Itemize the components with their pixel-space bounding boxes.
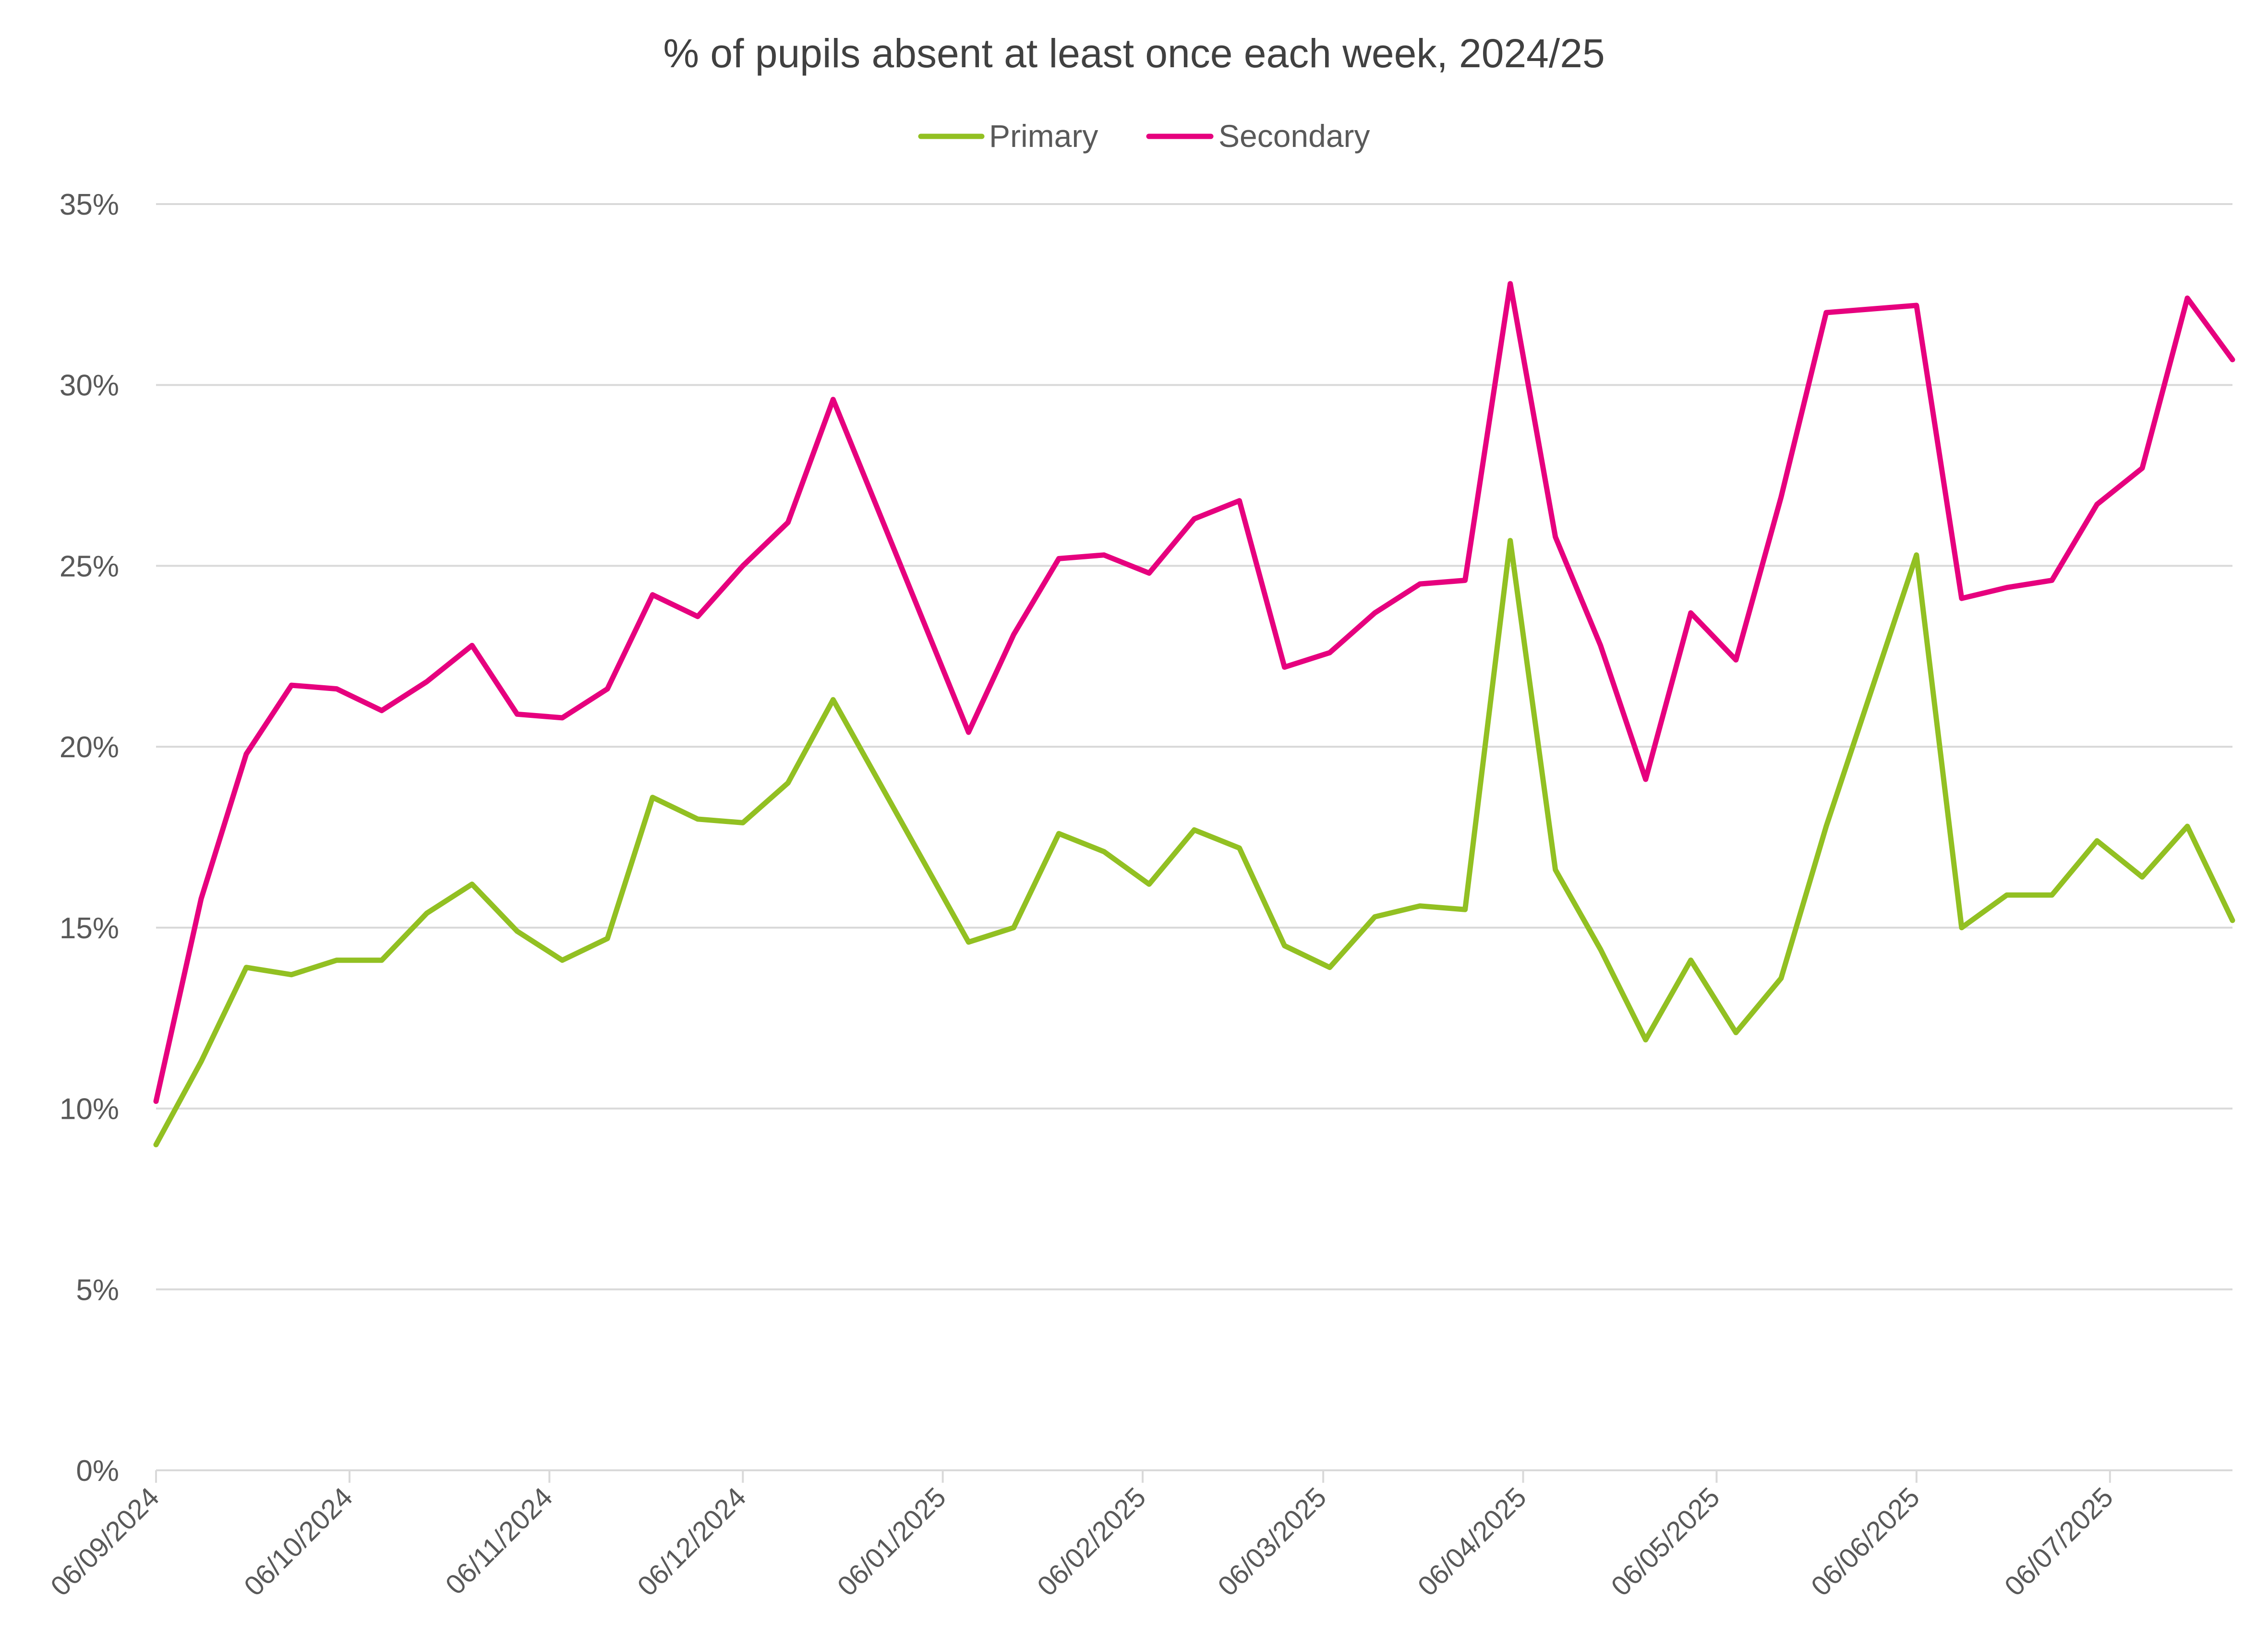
legend-label-secondary: Secondary [1218,118,1370,154]
series-line-secondary [153,281,2235,1104]
chart-title: % of pupils absent at least once each we… [663,31,1604,76]
x-axis-ticks: 06/09/2024 06/10/2024 06/11/2024 06/12/2024… [45,1470,2119,1602]
y-tick-label: 0% [76,1454,119,1488]
series-lines [153,281,2235,1148]
y-tick-label: 20% [60,731,119,764]
x-tick-label: 06/03/2025 [1212,1481,1332,1602]
legend: Primary Secondary [918,118,1370,154]
x-tick-label: 06/06/2025 [1805,1481,1926,1602]
x-tick-label: 06/01/2025 [832,1481,952,1602]
x-tick-label: 06/04/2025 [1411,1481,1532,1602]
gridlines [156,203,2232,1291]
series-line-primary [153,538,2235,1148]
x-tick-label: 06/10/2024 [238,1481,359,1602]
y-tick-label: 15% [60,912,119,945]
y-tick-label: 25% [60,550,119,583]
x-tick-label: 06/05/2025 [1605,1481,1725,1602]
x-tick-label: 06/02/2025 [1031,1481,1152,1602]
legend-item-secondary: Secondary [1146,118,1370,154]
y-tick-label: 30% [60,369,119,402]
x-tick-label: 06/07/2025 [1999,1481,2119,1602]
y-tick-label: 5% [76,1273,119,1307]
legend-label-primary: Primary [989,118,1098,154]
legend-item-primary: Primary [918,118,1098,154]
x-tick-label: 06/09/2024 [45,1481,165,1602]
x-tick-label: 06/11/2024 [439,1481,558,1600]
x-tick-label: 06/12/2024 [631,1481,752,1602]
y-axis-ticks: 0% 5% 10% 15% 20% 25% 30% 35% [60,188,119,1488]
y-tick-label: 10% [60,1093,119,1126]
y-tick-label: 35% [60,188,119,221]
